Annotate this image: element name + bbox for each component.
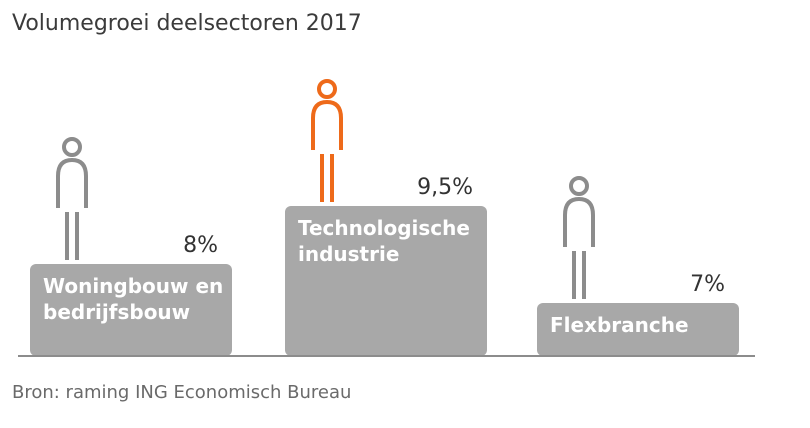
person-icon: [563, 176, 595, 299]
bar: [285, 206, 487, 356]
bar: [30, 264, 232, 356]
source-note: Bron: raming ING Economisch Bureau: [12, 382, 351, 403]
bar-label: bedrijfsbouw: [43, 300, 190, 324]
person-icon: [311, 79, 343, 202]
person-icon: [56, 137, 88, 260]
bar: [537, 303, 739, 356]
value-label: 8%: [183, 233, 218, 258]
bar-label: Technologische: [298, 216, 470, 240]
bar-label: Woningbouw en: [43, 274, 223, 298]
bar-label: industrie: [298, 242, 399, 266]
bar-label: Flexbranche: [550, 313, 689, 337]
chart-title: Volumegroei deelsectoren 2017: [12, 11, 362, 36]
value-label: 9,5%: [417, 175, 473, 200]
value-label: 7%: [690, 272, 725, 297]
